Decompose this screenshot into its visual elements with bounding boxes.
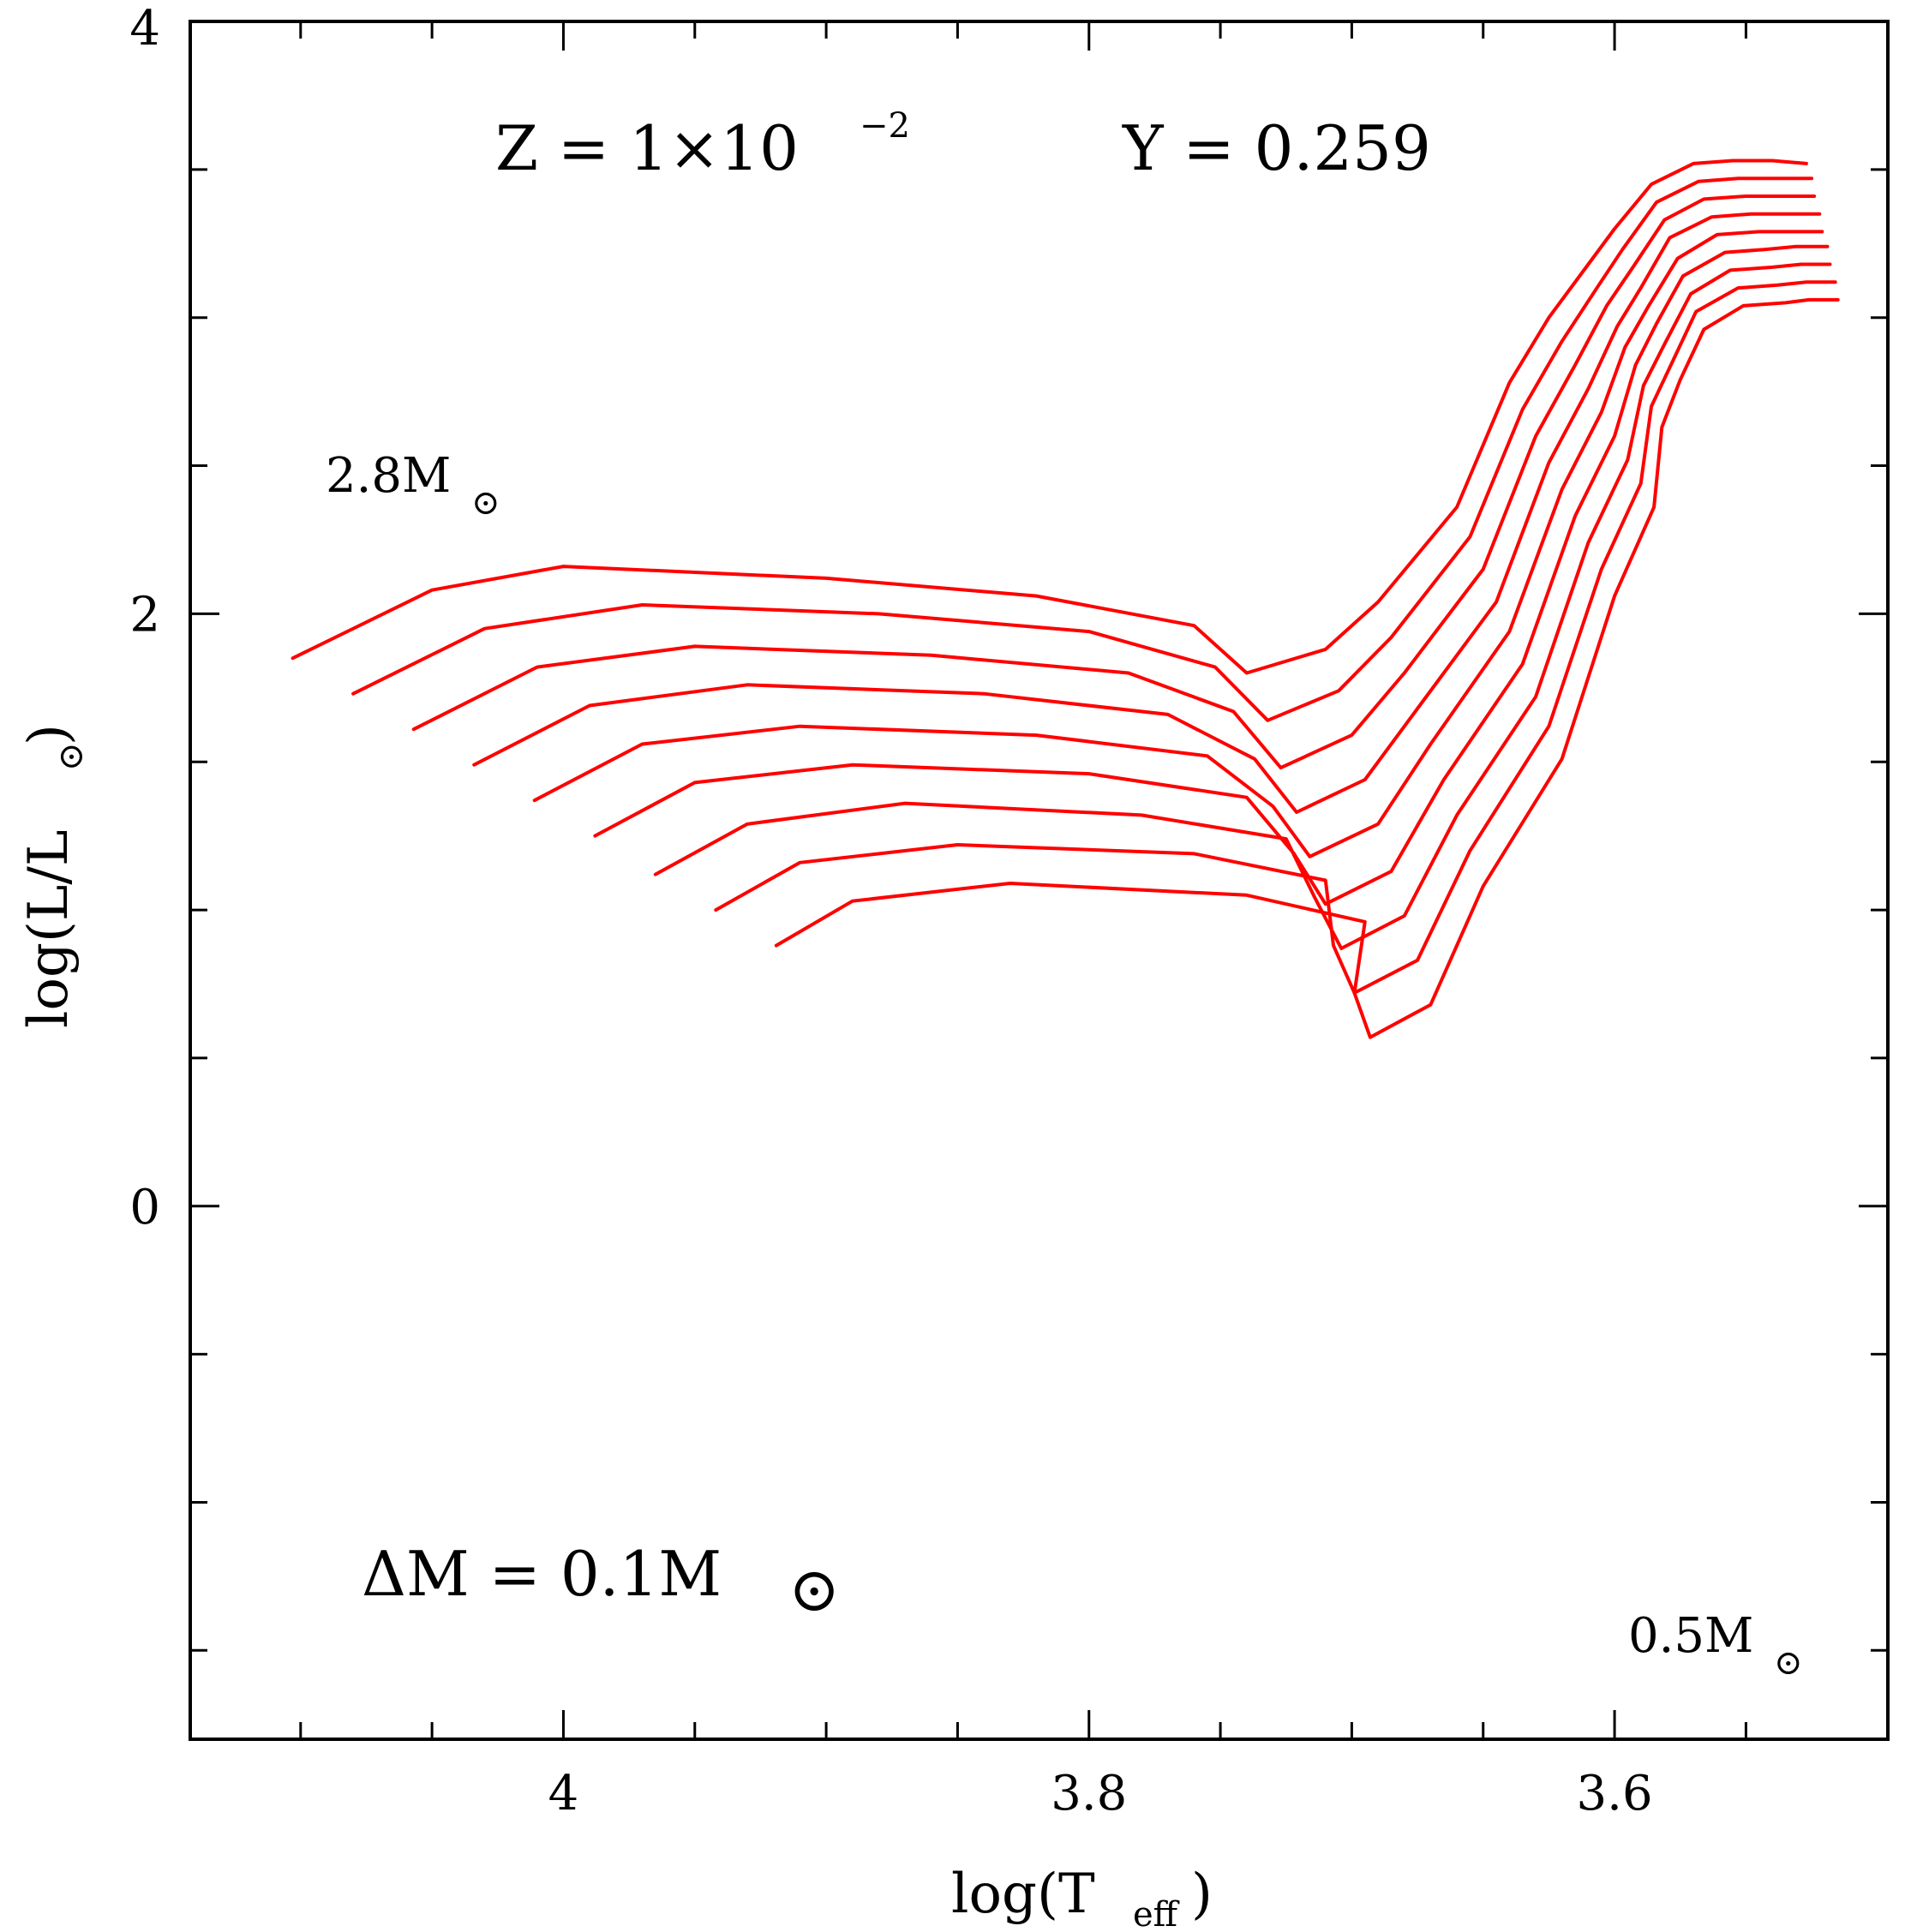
track-2-4-msun (532, 230, 1824, 858)
label-bottom-mass: 0.5M (1628, 1608, 1753, 1664)
evolutionary-tracks (291, 159, 1840, 1039)
tick-labels: 4 3.8 3.6 4 2 0 (129, 1, 1652, 1821)
bottom-mass-sun-symbol: ⊙ (1774, 1643, 1803, 1683)
y-axis-title-main: log(L/L (17, 830, 81, 1029)
x-axis-title-subscript: eff (1133, 1895, 1180, 1932)
track-2-8-msun (291, 159, 1808, 675)
label-top-mass: 2.8M (326, 448, 451, 504)
annotation-y: Y = 0.259 (1122, 112, 1431, 184)
y-tick-label: 0 (129, 1180, 160, 1235)
annotation-delta-m: ΔM = 0.1M (362, 1538, 722, 1610)
track-2-2-msun (653, 262, 1832, 950)
track-2-7-msun (351, 176, 1814, 722)
track-2-1-msun (714, 280, 1837, 995)
track-2-0-msun (774, 297, 1840, 1039)
x-axis-title: log(T (951, 1863, 1095, 1926)
y-tick-label: 2 (129, 587, 160, 643)
track-2-6-msun (411, 194, 1817, 770)
y-tick-label: 4 (129, 1, 160, 57)
annotation-z: Z = 1×10 (495, 112, 799, 184)
x-axis-title-close: ) (1191, 1863, 1213, 1926)
top-mass-sun-symbol: ⊙ (471, 483, 500, 523)
delta-m-sun-symbol: ⊙ (788, 1553, 840, 1625)
x-tick-label: 3.8 (1051, 1766, 1127, 1821)
track-2-5-msun (472, 212, 1822, 814)
x-tick-label: 3.6 (1577, 1766, 1653, 1821)
tick-marks (190, 20, 1888, 1739)
x-tick-label: 4 (548, 1766, 579, 1821)
annotation-z-exponent: −2 (860, 106, 910, 146)
y-axis-title-sun-symbol: ⊙ (51, 742, 91, 771)
y-axis-title: log(L/L ⊙ ) (17, 724, 91, 1028)
plot-frame (189, 20, 1890, 1741)
track-2-3-msun (593, 244, 1830, 906)
y-axis-title-close: ) (17, 724, 81, 745)
